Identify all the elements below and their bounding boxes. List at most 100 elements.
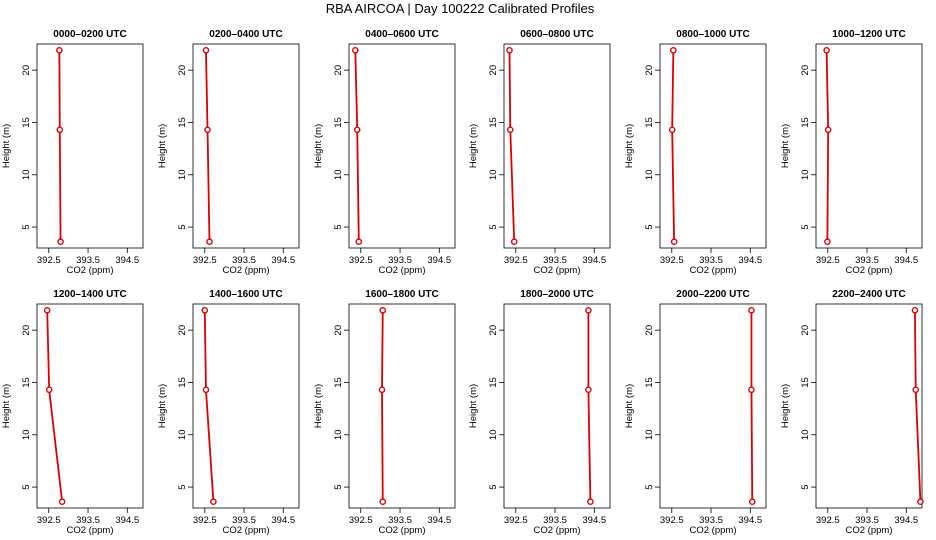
panel-3: 0400–0600 UTC 392.5 393.5 394.5 5 10 15 20 CO2 (… (313, 29, 456, 276)
y-tick-label: 15 (333, 377, 344, 388)
plot-frame (503, 43, 611, 249)
profile-line (354, 50, 360, 242)
x-tick-label: 394.5 (115, 515, 139, 526)
data-point (56, 46, 63, 54)
y-tick-label: 5 (333, 484, 344, 489)
data-point (585, 386, 592, 394)
panel-title: 1000–1200 UTC (832, 29, 905, 40)
plot-frame (503, 303, 611, 509)
x-tick-label: 394.5 (582, 255, 606, 266)
x-tick-label: 392.5 (193, 255, 217, 266)
x-tick-label: 393.5 (76, 515, 100, 526)
profile-line (203, 310, 215, 502)
y-tick-label: 10 (21, 429, 32, 440)
x-tick-label: 393.5 (699, 255, 723, 266)
y-tick-label: 15 (644, 377, 655, 388)
data-point (506, 126, 514, 134)
x-axis-label: CO2 (ppm) (690, 265, 737, 276)
y-tick-label: 15 (21, 117, 32, 128)
x-tick-label: 392.5 (660, 255, 684, 266)
x-tick-label: 393.5 (76, 255, 100, 266)
x-tick-label: 394.5 (427, 255, 451, 266)
panel-title: 1600–1800 UTC (365, 289, 438, 300)
x-axis-label: CO2 (ppm) (379, 265, 426, 276)
profile-line (381, 310, 384, 502)
panel-title: 0200–0400 UTC (209, 29, 282, 40)
data-point (210, 498, 217, 506)
y-tick-label: 10 (644, 169, 655, 180)
y-tick-label: 15 (800, 377, 811, 388)
x-axis-label: CO2 (ppm) (223, 525, 270, 536)
x-tick-label: 393.5 (232, 515, 256, 526)
data-point (748, 386, 755, 394)
y-tick-label: 20 (333, 325, 344, 336)
data-point (824, 238, 831, 246)
panel-title: 1200–1400 UTC (53, 289, 126, 300)
x-tick-label: 393.5 (388, 255, 412, 266)
x-tick-label: 392.5 (193, 515, 217, 526)
y-tick-label: 5 (177, 484, 188, 489)
data-point (202, 46, 210, 54)
y-tick-label: 20 (488, 65, 499, 76)
x-tick-label: 392.5 (37, 515, 61, 526)
y-tick-label: 20 (800, 325, 811, 336)
panel-10: 1800–2000 UTC 392.5 393.5 394.5 5 10 15 20 CO2 (… (468, 289, 611, 536)
data-point (912, 386, 920, 394)
plot-frame (36, 43, 144, 249)
y-tick-label: 10 (21, 169, 32, 180)
y-axis-label: Height (m) (1, 124, 12, 168)
plot-frame (192, 303, 300, 509)
y-tick-label: 5 (21, 484, 32, 489)
x-tick-label: 394.5 (271, 515, 295, 526)
figure-title: RBA AIRCOA | Day 100222 Calibrated Profi… (326, 1, 595, 16)
y-tick-label: 20 (488, 325, 499, 336)
x-tick-label: 392.5 (349, 255, 373, 266)
y-tick-label: 20 (21, 325, 32, 336)
data-point (57, 238, 64, 246)
y-tick-label: 5 (21, 224, 32, 229)
y-tick-label: 10 (488, 169, 499, 180)
y-axis-label: Height (m) (624, 384, 635, 428)
x-tick-label: 393.5 (855, 255, 879, 266)
y-axis-label: Height (m) (157, 124, 168, 168)
y-tick-label: 5 (800, 224, 811, 229)
y-tick-label: 10 (800, 169, 811, 180)
panel-12: 2200–2400 UTC 392.5 393.5 394.5 5 10 15 20 CO2 (… (780, 289, 924, 536)
x-axis-label: CO2 (ppm) (379, 525, 426, 536)
y-tick-label: 15 (333, 117, 344, 128)
x-tick-label: 394.5 (582, 515, 606, 526)
data-point (823, 46, 830, 54)
data-point (58, 498, 66, 506)
profile-line (205, 50, 211, 242)
x-tick-label: 393.5 (543, 515, 567, 526)
panels-group: 0000–0200 UTC 392.5 393.5 394.5 5 10 15 20 CO2 (… (1, 29, 924, 536)
x-tick-label: 393.5 (543, 255, 567, 266)
data-point (206, 238, 213, 246)
data-point (353, 126, 361, 134)
data-point (201, 306, 209, 314)
data-point (379, 306, 387, 314)
x-axis-label: CO2 (ppm) (846, 265, 893, 276)
data-point (668, 126, 676, 134)
plot-frame (659, 303, 767, 509)
y-tick-label: 15 (488, 117, 499, 128)
y-axis-label: Height (m) (313, 384, 324, 428)
y-tick-label: 15 (800, 117, 811, 128)
panel-7: 1200–1400 UTC 392.5 393.5 394.5 5 10 15 20 CO2 (… (1, 289, 144, 536)
y-tick-label: 5 (488, 484, 499, 489)
data-point (202, 386, 210, 394)
y-tick-label: 10 (488, 429, 499, 440)
panel-9: 1600–1800 UTC 392.5 393.5 394.5 5 10 15 20 CO2 (… (313, 289, 456, 536)
panel-6: 1000–1200 UTC 392.5 393.5 394.5 5 10 15 20 CO2 (… (780, 29, 923, 276)
y-axis-label: Height (m) (1, 384, 12, 428)
profile-line (825, 50, 830, 242)
data-point (670, 238, 678, 246)
y-tick-label: 5 (800, 484, 811, 489)
panel-5: 0800–1000 UTC 392.5 393.5 394.5 5 10 15 20 CO2 (… (624, 29, 767, 276)
y-tick-label: 20 (644, 65, 655, 76)
profile-line (58, 50, 62, 242)
data-point (379, 498, 387, 506)
profile-line (914, 310, 922, 502)
y-tick-label: 15 (177, 117, 188, 128)
plot-frame (36, 303, 144, 509)
